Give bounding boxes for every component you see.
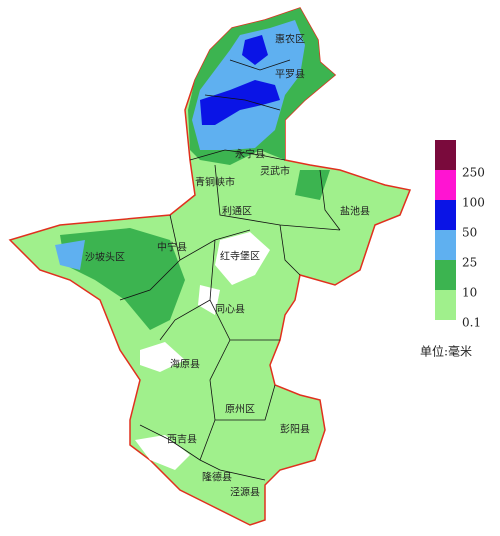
legend-label: 100 (462, 196, 485, 210)
legend: 250 100 50 25 10 0.1 (435, 140, 485, 330)
unit-label: 单位:毫米 (420, 344, 472, 359)
precip-map (8, 7, 412, 526)
county-label: 盐池县 (340, 205, 370, 218)
county-label: 同心县 (215, 304, 245, 316)
legend-swatch (435, 230, 456, 260)
legend-swatch (435, 170, 456, 200)
county-label: 彭阳县 (280, 423, 310, 436)
dry-zone (135, 435, 190, 470)
legend-swatch (435, 290, 456, 320)
rain-zone-100 (200, 80, 280, 125)
dry-zone (215, 232, 270, 285)
county-label: 中宁县 (157, 241, 187, 254)
legend-label: 0.1 (462, 316, 481, 330)
rain-zone-25b (60, 228, 185, 330)
county-label: 灵武市 (260, 165, 290, 178)
dry-zone (140, 342, 185, 372)
county-label: 沙坡头区 (85, 251, 125, 264)
province-area (8, 7, 412, 526)
county-label: 隆德县 (202, 471, 232, 484)
legend-label: 250 (462, 166, 485, 180)
county-label: 平罗县 (275, 69, 305, 81)
county-label: 惠农区 (275, 33, 305, 46)
county-label: 西吉县 (167, 434, 197, 446)
legend-label: 10 (462, 286, 477, 300)
legend-swatch (435, 200, 456, 230)
legend-label: 50 (462, 226, 477, 240)
county-label: 青铜峡市 (195, 176, 235, 189)
county-label: 泾源县 (230, 486, 260, 499)
county-label: 永宁县 (235, 148, 265, 161)
dry-zone (198, 285, 220, 315)
legend-swatch (435, 260, 456, 290)
county-label: 利通区 (222, 206, 252, 218)
legend-label: 25 (462, 256, 477, 270)
rain-zone-100b (242, 35, 268, 65)
county-labels: 惠农区 平罗县 永宁县 青铜峡市 灵武市 利通区 盐池县 沙坡头区 中宁县 红寺… (85, 33, 370, 499)
county-border (119, 59, 341, 481)
county-label: 红寺堡区 (220, 250, 260, 263)
county-label: 海原县 (170, 358, 200, 371)
rain-zone-50b (55, 240, 85, 270)
legend-swatch (435, 140, 456, 170)
county-label: 原州区 (225, 404, 255, 416)
